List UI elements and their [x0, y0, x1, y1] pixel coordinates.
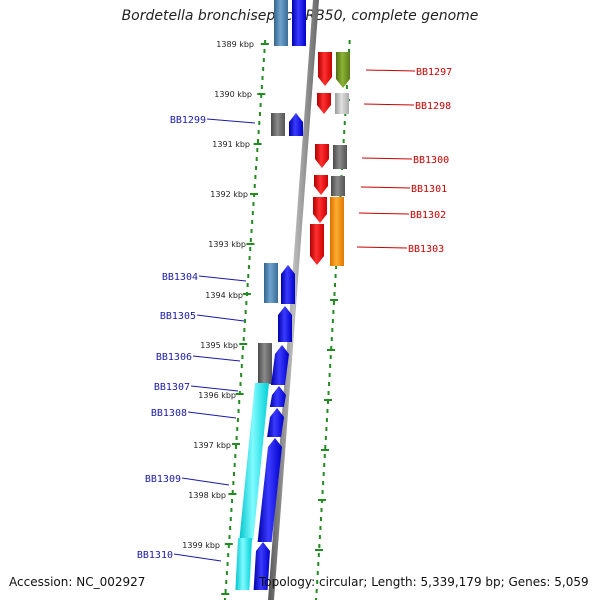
gene-label-bb1303[interactable]: BB1303	[408, 244, 444, 255]
gene-bb1303-neighbor[interactable]	[330, 197, 344, 266]
scale-tick	[246, 243, 255, 245]
gene-label-bb1301[interactable]: BB1301	[411, 184, 447, 195]
gene-label-bb1307[interactable]: BB1307	[154, 382, 190, 393]
gene-bb1304-neighbor[interactable]	[264, 263, 278, 303]
gene-bb1301-neighbor[interactable]	[331, 176, 345, 196]
accession-text: Accession: NC_002927	[9, 575, 146, 589]
leader-line	[198, 275, 247, 282]
scale-tick	[318, 499, 326, 501]
scale-label: 1397 kbp	[193, 441, 231, 450]
scale-tick	[242, 293, 251, 295]
scale-label: 1389 kbp	[216, 40, 254, 49]
gene-bb1305-arrow[interactable]	[278, 306, 292, 342]
scale-tick	[250, 193, 259, 195]
gene-label-bb1298[interactable]: BB1298	[415, 101, 451, 112]
scale-tick	[224, 543, 233, 545]
gene-labels: BB1299 BB1304 BB1305 BB1306 BB1307 BB1308 BB13…	[137, 67, 452, 562]
leader-line	[356, 246, 408, 249]
leader-line	[181, 477, 230, 486]
gene-bb1304-arrow[interactable]	[281, 265, 295, 304]
leader-line	[358, 212, 410, 215]
scale-tick	[221, 593, 230, 595]
leader-line	[361, 157, 413, 160]
scale-tick	[260, 43, 269, 45]
scale-label: 1394 kbp	[205, 291, 243, 300]
scale-tick	[330, 299, 338, 301]
scale-tick	[324, 399, 332, 401]
scale-label: 1392 kbp	[210, 190, 248, 199]
gene-label-bb1308[interactable]: BB1308	[151, 408, 187, 419]
gene-bb1299-arrow[interactable]	[289, 113, 303, 136]
scale-tick	[235, 393, 244, 395]
gene-bb1301-arrow[interactable]	[314, 175, 328, 195]
scale-label: 1395 kbp	[200, 341, 238, 350]
leader-line	[360, 186, 411, 189]
scale-label: 1390 kbp	[214, 90, 252, 99]
gene-bb1306-arrow[interactable]	[271, 345, 289, 385]
scale-label: 1399 kbp	[182, 541, 220, 550]
gene-bb1302-arrow[interactable]	[313, 197, 327, 223]
scale-tick	[232, 443, 241, 445]
gene-bb1309-arrow[interactable]	[257, 438, 282, 542]
gene-bb1298-arrow[interactable]	[317, 93, 331, 114]
right-dotted-line	[315, 40, 351, 600]
scale-tick	[315, 549, 323, 551]
gene-bb1303-arrow[interactable]	[310, 224, 324, 265]
scale-label: 1398 kbp	[188, 491, 226, 500]
leader-line	[206, 118, 256, 124]
gene-bb1307-arrow[interactable]	[269, 386, 286, 407]
scale-tick	[253, 143, 262, 145]
scale-tick	[228, 493, 237, 495]
gene-bb1298-neighbor[interactable]	[335, 93, 349, 114]
gene-label-bb1300[interactable]: BB1300	[413, 155, 449, 166]
gene-label-bb1299[interactable]: BB1299	[170, 115, 206, 126]
gene-block-top-left[interactable]	[274, 0, 288, 46]
scale-labels: 1389 kbp 1390 kbp 1391 kbp 1392 kbp 1393 kbp…	[182, 40, 254, 550]
gene-bb1300-neighbor[interactable]	[333, 145, 347, 169]
gene-label-bb1297[interactable]: BB1297	[416, 67, 452, 78]
leader-line	[365, 69, 416, 72]
gene-features	[235, 0, 350, 590]
gene-bb1309-neighbor[interactable]	[239, 383, 269, 540]
topology-text: Topology: circular; Length: 5,339,179 bp…	[259, 575, 589, 589]
gene-label-bb1302[interactable]: BB1302	[410, 210, 446, 221]
leader-line	[187, 411, 237, 419]
scale-label: 1391 kbp	[212, 140, 250, 149]
gene-bb1310-arrow[interactable]	[253, 542, 270, 590]
gene-label-bb1305[interactable]: BB1305	[160, 311, 196, 322]
scale-label: 1393 kbp	[208, 240, 246, 249]
leader-line	[192, 355, 241, 362]
gene-bb1310-neighbor[interactable]	[235, 538, 252, 590]
scale-label: 1396 kbp	[198, 391, 236, 400]
gene-bb1308-arrow[interactable]	[267, 408, 284, 437]
gene-label-bb1310[interactable]: BB1310	[137, 550, 173, 561]
gene-bb1299-neighbor[interactable]	[271, 113, 285, 136]
gene-bb1300-arrow[interactable]	[315, 144, 329, 168]
gene-block-top-right[interactable]	[292, 0, 306, 46]
gene-label-bb1306[interactable]: BB1306	[156, 352, 192, 363]
scale-tick	[321, 449, 329, 451]
gene-label-bb1304[interactable]: BB1304	[162, 272, 198, 283]
gene-bb1297-neighbor[interactable]	[336, 52, 350, 88]
leader-line	[173, 553, 222, 562]
gene-label-bb1309[interactable]: BB1309	[145, 474, 181, 485]
scale-tick	[257, 93, 266, 95]
gene-bb1306-neighbor[interactable]	[258, 343, 272, 384]
leader-line	[363, 103, 415, 106]
scale-tick	[239, 343, 248, 345]
leader-line	[196, 314, 245, 322]
scale-tick	[327, 349, 335, 351]
leader-line	[190, 385, 239, 392]
scale-dotted-lines	[221, 40, 351, 600]
gene-bb1297-arrow[interactable]	[318, 52, 332, 86]
